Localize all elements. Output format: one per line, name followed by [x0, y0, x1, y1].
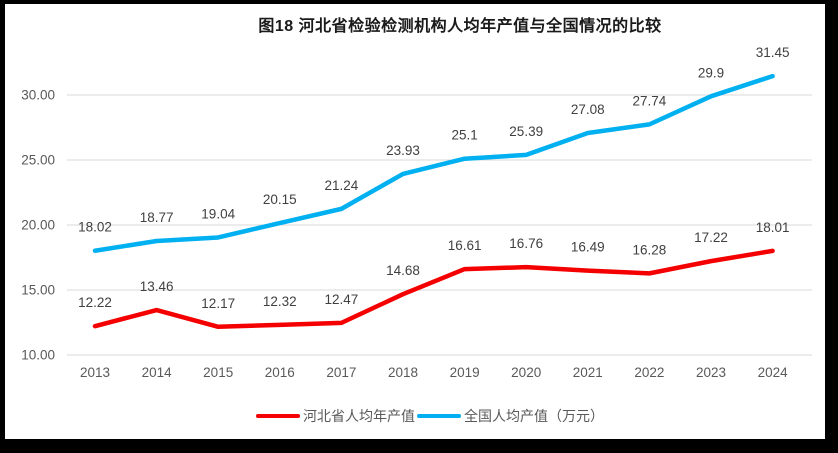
y-tick-label: 25.00	[21, 153, 55, 168]
data-label: 18.77	[140, 210, 174, 225]
data-label: 16.76	[509, 236, 543, 251]
x-tick-label: 2017	[326, 365, 356, 380]
data-label: 17.22	[694, 230, 728, 245]
data-label: 12.22	[78, 295, 112, 310]
data-label: 25.39	[509, 124, 543, 139]
legend-item-1: 全国人均产值（万元）	[417, 406, 604, 426]
chart-canvas: 图18 河北省检验检测机构人均年产值与全国情况的比较 10.00 15.00 20.…	[5, 4, 825, 439]
data-label: 14.68	[386, 263, 420, 278]
x-tick-label: 2024	[758, 365, 789, 380]
x-tick-label: 2013	[80, 365, 110, 380]
legend-line-swatch	[417, 413, 461, 419]
x-tick-label: 2016	[265, 365, 295, 380]
x-tick-label: 2019	[450, 365, 480, 380]
data-label: 27.74	[633, 93, 667, 108]
data-label: 19.04	[201, 206, 235, 221]
y-tick-label: 20.00	[21, 218, 55, 233]
y-tick-label: 10.00	[21, 348, 55, 363]
legend-item-0: 河北省人均年产值	[256, 406, 415, 426]
data-label: 21.24	[325, 178, 359, 193]
data-label: 23.93	[386, 143, 420, 158]
x-tick-label: 2021	[573, 365, 603, 380]
data-label: 29.9	[698, 65, 724, 80]
legend-line-swatch	[256, 413, 300, 419]
data-label: 16.49	[571, 240, 605, 255]
data-label: 16.61	[448, 238, 482, 253]
data-label: 12.47	[325, 292, 359, 307]
x-tick-label: 2018	[388, 365, 418, 380]
x-tick-label: 2022	[634, 365, 664, 380]
x-tick-label: 2020	[511, 365, 541, 380]
y-tick-label: 15.00	[21, 283, 55, 298]
series-line-1	[92, 73, 775, 253]
legend-label: 全国人均产值（万元）	[464, 408, 604, 424]
x-tick-label: 2014	[142, 365, 173, 380]
line-chart: 10.00 15.00 20.00 25.00 30.00 2013 2014 2015 201…	[21, 45, 812, 380]
data-label: 13.46	[140, 279, 174, 294]
data-label: 27.08	[571, 102, 605, 117]
data-label: 25.1	[451, 128, 477, 143]
y-tick-label: 30.00	[21, 88, 55, 103]
x-tick-label: 2023	[696, 365, 726, 380]
data-label: 16.28	[633, 242, 667, 257]
data-label: 31.45	[756, 45, 790, 60]
data-label: 12.32	[263, 294, 297, 309]
series-line-0	[92, 248, 775, 330]
chart-title: 图18 河北省检验检测机构人均年产值与全国情况的比较	[258, 18, 662, 35]
legend-label: 河北省人均年产值	[303, 408, 415, 424]
data-label: 18.01	[756, 220, 790, 235]
x-tick-label: 2015	[203, 365, 233, 380]
chart-legend: 河北省人均年产值 全国人均产值（万元）	[5, 406, 825, 426]
data-label: 20.15	[263, 192, 297, 207]
data-label: 12.17	[201, 296, 235, 311]
data-label: 18.02	[78, 220, 112, 235]
